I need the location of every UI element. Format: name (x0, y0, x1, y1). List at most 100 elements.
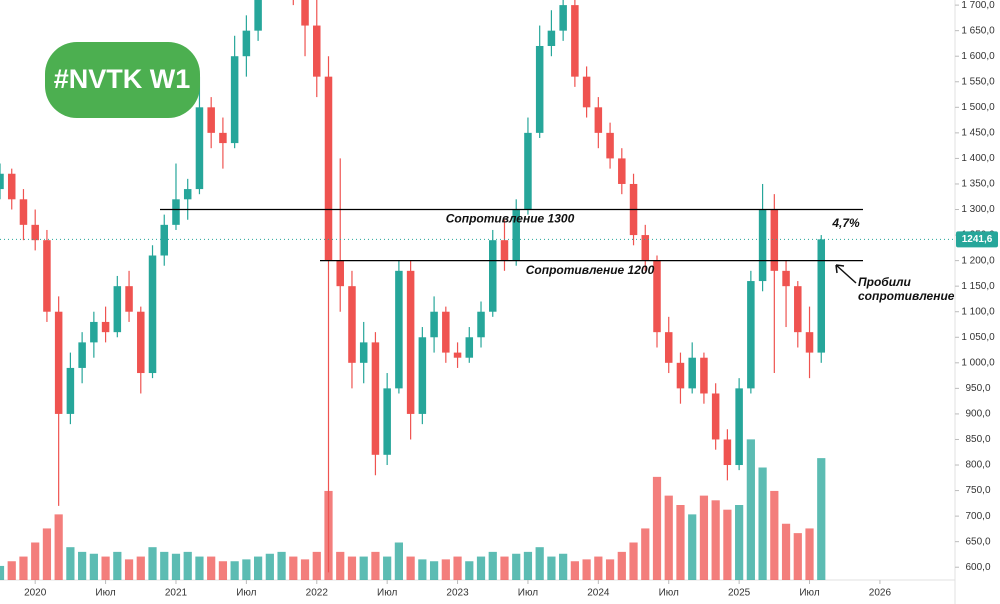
candle-body (488, 240, 497, 312)
change-label: 4,7% (831, 216, 860, 230)
volume-bar (781, 523, 791, 580)
x-tick-label: 2022 (306, 588, 329, 599)
candle-body (66, 367, 75, 414)
candle-body (78, 342, 86, 368)
volume-bar (488, 551, 497, 580)
candle-body (359, 342, 368, 363)
volume-bar (277, 551, 286, 580)
candle-body (653, 260, 661, 333)
candle-body (0, 173, 4, 190)
candle-body (477, 311, 485, 338)
breakout-note: сопротивление (858, 289, 955, 303)
candle-body (230, 56, 239, 144)
candle-body (676, 362, 685, 389)
candle-body (758, 209, 767, 282)
candle-body (794, 286, 802, 333)
candle-body (148, 255, 157, 374)
candle-body (442, 311, 450, 353)
volume-bar (312, 551, 321, 580)
y-tick-label: 1 050,0 (961, 332, 995, 343)
volume-bar (617, 551, 626, 580)
volume-bar (418, 559, 427, 580)
candle-body (500, 240, 509, 261)
volume-bar (148, 547, 157, 580)
chart-title: #NVTK W1 (54, 64, 191, 94)
volume-bar (711, 500, 720, 580)
candle-body (207, 107, 215, 133)
volume-bar (664, 495, 673, 580)
y-tick-label: 900,0 (965, 409, 990, 420)
volume-bar (336, 551, 345, 580)
volume-bar (347, 556, 357, 580)
candle-body (535, 45, 544, 133)
x-tick-label: Июл (95, 588, 115, 599)
x-tick-label: 2020 (24, 588, 47, 599)
candle-body (19, 199, 28, 225)
y-tick-label: 600,0 (965, 562, 990, 573)
volume-bar (429, 561, 439, 580)
volume-bar (453, 556, 462, 580)
candle-body (242, 30, 251, 57)
volume-bar (359, 556, 368, 580)
volume-bar (7, 561, 16, 580)
plot-area (0, 0, 826, 580)
price-tag-bg (956, 231, 998, 248)
volume-bar (594, 556, 603, 580)
x-tick-label: Июл (236, 588, 256, 599)
candle-body (160, 224, 169, 256)
volume-bar (676, 505, 685, 580)
volume-bar (699, 495, 709, 580)
candle-body (113, 286, 122, 333)
candle-body (383, 388, 391, 455)
x-tick-label: 2023 (446, 588, 469, 599)
volume-bar (652, 476, 662, 580)
volume-bar (31, 542, 40, 580)
candle-body (313, 25, 321, 77)
candle-body (395, 270, 403, 389)
candle-body (559, 5, 567, 31)
candle-body (254, 0, 262, 31)
x-tick-label: 2024 (587, 588, 610, 599)
volume-bar (254, 556, 263, 580)
candle-body (371, 342, 380, 455)
y-tick-label: 800,0 (965, 460, 990, 471)
volume-bar (758, 467, 767, 580)
y-tick-label: 1 000,0 (961, 357, 995, 368)
title-badge (45, 42, 200, 118)
candle-body (711, 393, 720, 440)
volume-bar (629, 542, 638, 580)
candle-body (817, 239, 826, 353)
volume-bar (535, 547, 544, 580)
candle-body (137, 311, 145, 374)
candle-body (606, 132, 614, 159)
volume-bar (394, 542, 404, 580)
candle-body (571, 5, 579, 77)
volume-bar (735, 505, 744, 580)
y-tick-label: 1 350,0 (961, 179, 995, 190)
candle-body (418, 337, 427, 414)
volume-bar (171, 553, 181, 580)
x-tick-label: 2021 (165, 588, 188, 599)
candle-body (90, 321, 98, 343)
volume-bar (723, 509, 732, 580)
candle-body (735, 388, 743, 466)
candle-body (594, 107, 603, 133)
candle-body (723, 439, 732, 466)
volume-bar (42, 528, 52, 580)
volume-bar (547, 556, 556, 580)
volume-bar (570, 561, 579, 580)
resistance-label: Сопротивление 1300 (446, 212, 575, 226)
volume-bar (124, 559, 134, 580)
volume-bar (406, 556, 415, 580)
volume-bar (793, 533, 802, 580)
candle-body (512, 209, 520, 261)
y-tick-label: 700,0 (965, 511, 990, 522)
volume-bar (523, 551, 533, 580)
volume-bar (582, 559, 591, 580)
candle-body (547, 30, 556, 46)
volume-bar (54, 514, 63, 580)
volume-bar (512, 553, 521, 580)
volume-bar (195, 556, 204, 580)
volume-bar (500, 556, 509, 580)
volume-bar (242, 559, 251, 580)
